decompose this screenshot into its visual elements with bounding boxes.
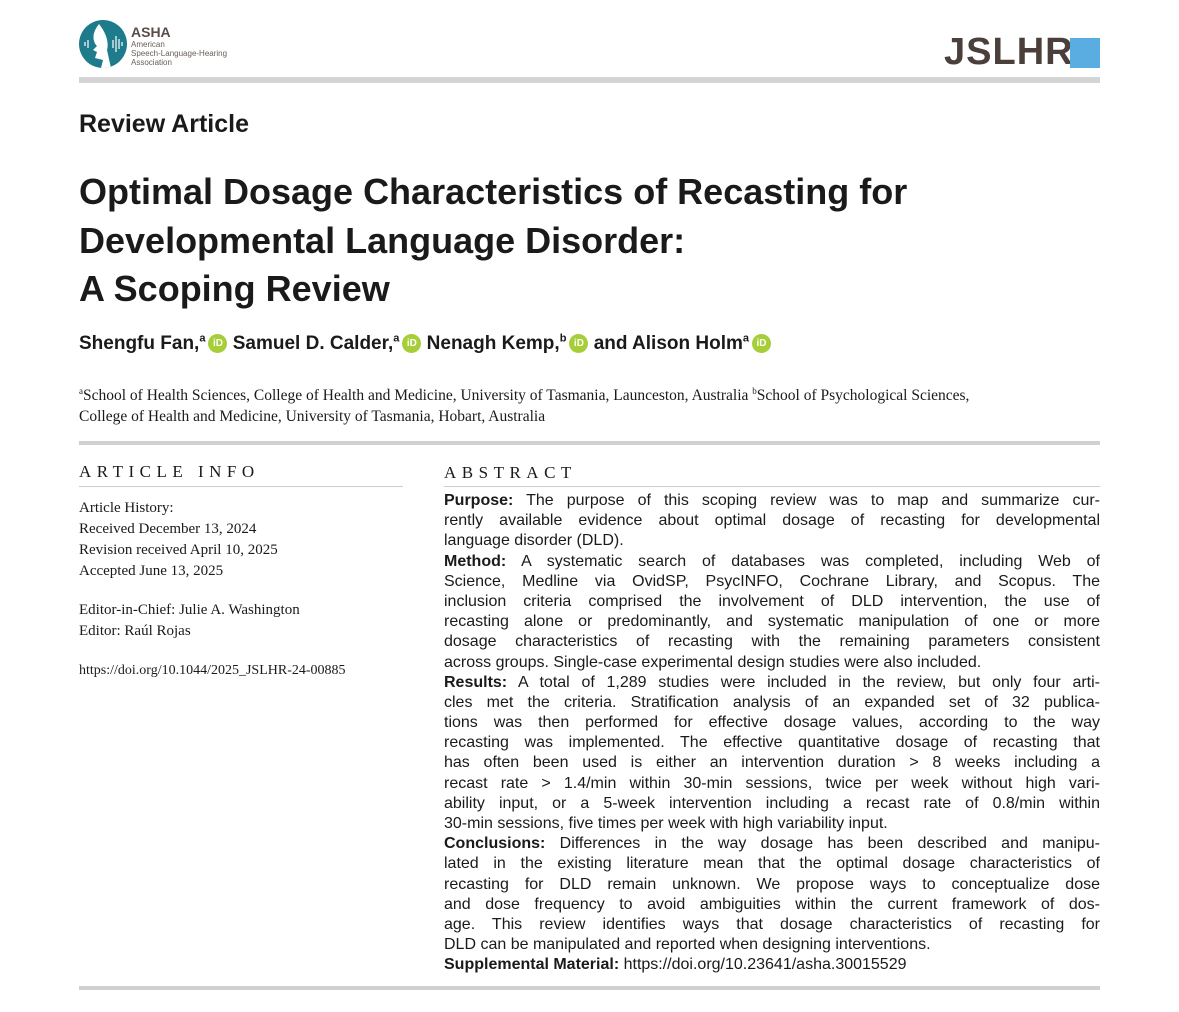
abstract-section-label: Method: (444, 552, 507, 570)
abstract-text: recasting for DLD remain unknown. We pro… (444, 875, 1100, 893)
journal-logo: JSLHR (944, 32, 1074, 72)
article-info-heading: ARTICLE INFO (79, 462, 260, 481)
abstract-line: and dose frequency to avoid ambiguities … (444, 895, 1100, 915)
affiliation-a: School of Health Sciences, College of He… (83, 387, 749, 405)
revised-date: Revision received April 10, 2025 (79, 542, 278, 558)
abstract-line: age. This review identifies ways that do… (444, 915, 1100, 935)
abstract-line: tions was then performed for effective d… (444, 713, 1100, 733)
abstract-text: across groups. Single-case experimental … (444, 653, 982, 671)
abstract-text: ability input, or a 5-week intervention … (444, 794, 1100, 812)
abstract-line: DLD can be manipulated and reported when… (444, 935, 1100, 955)
editor-in-chief: Editor-in-Chief: Julie A. Washington (79, 602, 300, 618)
abstract-line: has often been used is either an interve… (444, 753, 1100, 773)
header-divider (79, 77, 1100, 83)
author-list: Shengfu Fan,a iD Samuel D. Calder,a iD Nen… (79, 333, 772, 355)
affiliations: aSchool of Health Sciences, College of H… (79, 386, 970, 426)
author: Samuel D. Calder,a (232, 333, 400, 355)
publisher-name-line: American (131, 40, 165, 49)
abstract-line: lated in the existing literature mean th… (444, 854, 1100, 874)
abstract-text: recast rate > 1.4/min within 30-min sess… (444, 774, 1100, 792)
abstract-section-label: Conclusions: (444, 835, 546, 853)
abstract-line: Science, Medline via OvidSP, PsycINFO, C… (444, 572, 1100, 592)
received-date: Received December 13, 2024 (79, 521, 257, 537)
article-info-underline (79, 486, 403, 487)
author: and Alison Holma (593, 333, 750, 355)
abstract-line: recasting was implemented. The effective… (444, 733, 1100, 753)
abstract-line: recast rate > 1.4/min within 30-min sess… (444, 774, 1100, 794)
abstract-text: and dose frequency to avoid ambiguities … (444, 895, 1100, 913)
asha-acronym: ASHA (131, 24, 171, 40)
abstract-text: language disorder (DLD). (444, 532, 624, 550)
supplemental-link[interactable]: https://doi.org/10.23641/asha.30015529 (619, 956, 907, 974)
section-divider (79, 441, 1100, 445)
abstract-line: across groups. Single-case experimental … (444, 653, 1100, 673)
profile-soundwave-icon (84, 24, 123, 68)
footer-divider (79, 986, 1100, 990)
abstract-text: 30-min sessions, five times per week wit… (444, 815, 888, 832)
editor: Editor: Raúl Rojas (79, 623, 191, 639)
title-line: Developmental Language Disorder: (79, 219, 686, 261)
asha-wordmark: ASHA American Speech-Language-Hearing As… (131, 24, 227, 67)
abstract-underline (444, 486, 1100, 487)
article-title: Optimal Dosage Characteristics of Recast… (79, 168, 907, 314)
abstract-text: dosage characteristics of recasting with… (444, 633, 1100, 651)
abstract-text: DLD can be manipulated and reported when… (444, 936, 931, 954)
abstract-heading: ABSTRACT (444, 463, 577, 482)
journal-logo-square (1070, 38, 1100, 68)
orcid-icon[interactable]: iD (569, 334, 589, 354)
author: Shengfu Fan,a (79, 333, 206, 355)
abstract-line: Conclusions: Differences in the way dosa… (444, 834, 1100, 854)
journal-logo-text: JSLHR (944, 31, 1074, 73)
abstract-text: Differences in the way dosage has been d… (545, 835, 1100, 853)
abstract-line: Method: A systematic search of databases… (444, 552, 1100, 572)
abstract-line: Purpose: The purpose of this scoping rev… (444, 491, 1100, 511)
abstract-text: lated in the existing literature mean th… (444, 855, 1100, 873)
accepted-date: Accepted June 13, 2025 (79, 563, 224, 579)
abstract-text: The purpose of this scoping review was t… (513, 492, 1100, 509)
orcid-icon[interactable]: iD (752, 334, 772, 354)
abstract-line: ability input, or a 5-week intervention … (444, 794, 1100, 814)
abstract-line: language disorder (DLD). (444, 531, 1100, 551)
history-label: Article History: (79, 500, 174, 516)
abstract-section-label: Purpose: (444, 492, 514, 509)
orcid-icon[interactable]: iD (208, 334, 228, 354)
abstract-line: recasting for DLD remain unknown. We pro… (444, 875, 1100, 895)
asha-logo (79, 20, 127, 68)
abstract-text: age. This review identifies ways that do… (444, 915, 1100, 933)
affiliation-b-cont: College of Health and Medicine, Universi… (79, 408, 546, 426)
abstract-line: recasting alone or predominantly, and sy… (444, 612, 1100, 632)
abstract-line: Supplemental Material: https://doi.org/1… (444, 955, 1100, 975)
abstract-text: recasting alone or predominantly, and sy… (444, 613, 1100, 631)
abstract-line: 30-min sessions, five times per week wit… (444, 814, 1100, 834)
affiliation-b: School of Psychological Sciences, (756, 387, 970, 405)
article-info: Article History: Received December 13, 2… (79, 498, 346, 681)
abstract-section-label: Supplemental Material: (444, 956, 620, 974)
author: Nenagh Kemp,b (426, 333, 567, 355)
doi-link[interactable]: https://doi.org/10.1044/2025_JSLHR-24-00… (79, 663, 346, 678)
abstract-text: tions was then performed for effective d… (444, 714, 1100, 732)
abstract-line: inclusion criteria comprised the involve… (444, 592, 1100, 612)
abstract-line: cles met the criteria. Stratification an… (444, 693, 1100, 713)
abstract-text: recasting was implemented. The effective… (444, 734, 1100, 752)
abstract-line: dosage characteristics of recasting with… (444, 632, 1100, 652)
abstract-text: has often been used is either an interve… (444, 754, 1100, 772)
publisher-name-line: Association (131, 58, 172, 67)
article-type: Review Article (79, 110, 249, 138)
abstract-line: rently available evidence about optimal … (444, 511, 1100, 531)
abstract-text: Science, Medline via OvidSP, PsycINFO, C… (444, 572, 1100, 590)
abstract-line: Results: A total of 1,289 studies were i… (444, 673, 1100, 693)
abstract-text: inclusion criteria comprised the involve… (444, 592, 1100, 610)
title-line: Optimal Dosage Characteristics of Recast… (79, 171, 908, 212)
abstract-text: A systematic search of databases was com… (506, 552, 1100, 570)
title-line: A Scoping Review (79, 268, 390, 309)
abstract-text: rently available evidence about optimal … (444, 512, 1100, 530)
abstract-text: A total of 1,289 studies were included i… (507, 673, 1100, 691)
abstract-text: cles met the criteria. Stratification an… (444, 693, 1100, 711)
abstract-section-label: Results: (444, 673, 508, 691)
abstract-body: Purpose: The purpose of this scoping rev… (444, 491, 1100, 976)
publisher-name-line: Speech-Language-Hearing (131, 49, 228, 58)
orcid-icon[interactable]: iD (402, 334, 422, 354)
